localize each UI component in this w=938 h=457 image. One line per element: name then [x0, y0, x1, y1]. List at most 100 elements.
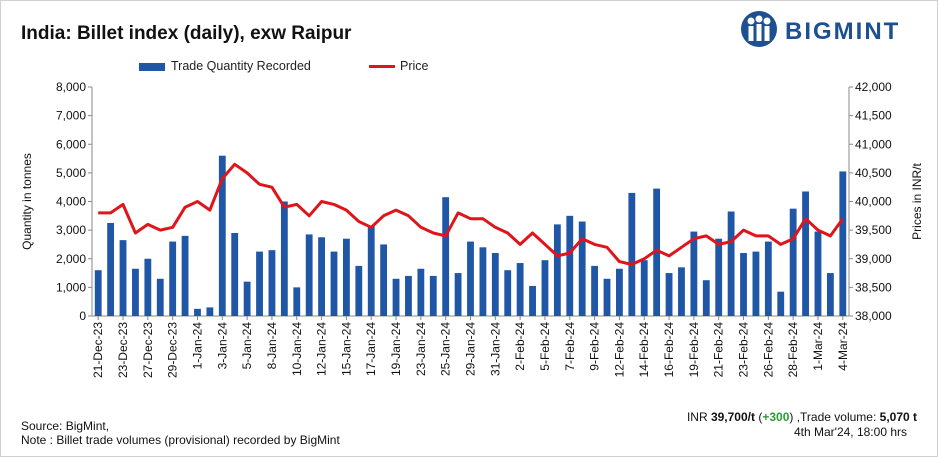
brand-logo: BIGMINT [739, 9, 929, 49]
bar [355, 265, 363, 316]
bar [653, 188, 661, 316]
bar [256, 251, 263, 316]
source-text: Source: BigMint, [21, 419, 110, 433]
bar [380, 244, 388, 316]
y-left-tick-label: 5,000 [56, 166, 86, 180]
bar [218, 155, 226, 316]
bar [467, 241, 474, 316]
bar [429, 275, 437, 316]
x-tick-label: 12-Feb-24 [612, 322, 626, 378]
bar [727, 211, 735, 316]
x-tick-label: 5-Feb-24 [538, 322, 552, 371]
price-line [98, 162, 845, 266]
bar [405, 275, 412, 316]
x-tick-label: 23-Jan-24 [414, 322, 428, 376]
x-tick-label: 10-Jan-24 [290, 322, 304, 376]
x-tick-label: 16-Feb-24 [662, 322, 676, 378]
legend-label-line: Price [400, 59, 429, 73]
bar [318, 237, 325, 316]
bar [752, 251, 760, 316]
bar [119, 240, 127, 316]
x-tick-label: 15-Jan-24 [339, 322, 353, 376]
x-tick-label: 29-Jan-24 [464, 322, 478, 376]
x-tick-label: 17-Jan-24 [364, 322, 378, 376]
bar [181, 235, 189, 316]
bar [578, 221, 586, 316]
bar [665, 273, 673, 316]
note-text: Note : Billet trade volumes (provisional… [21, 433, 340, 447]
bar [591, 265, 599, 316]
bar [553, 224, 561, 316]
brand-name: BIGMINT [785, 18, 901, 45]
bar [206, 307, 214, 316]
bar [367, 225, 375, 316]
bar [603, 278, 611, 316]
y-left-tick-label: 7,000 [56, 109, 86, 123]
x-tick-label: 29-Dec-23 [166, 322, 180, 378]
bar [764, 241, 772, 316]
x-tick-label: 19-Jan-24 [389, 322, 403, 376]
x-tick-label: 28-Feb-24 [786, 322, 800, 378]
x-tick-label: 31-Jan-24 [488, 322, 502, 376]
chart-title: India: Billet index (daily), exw Raipur [21, 23, 352, 44]
bar [94, 270, 102, 316]
y-left-tick-label: 6,000 [56, 137, 86, 151]
bar [169, 241, 177, 316]
y-right-tick-label: 40,500 [855, 166, 892, 180]
x-tick-label: 14-Feb-24 [637, 322, 651, 378]
bar [107, 222, 115, 316]
y-right-tick-label: 39,500 [855, 223, 892, 237]
y-right-tick-label: 41,000 [855, 137, 892, 151]
bar [479, 247, 487, 316]
y-right-tick-label: 42,000 [855, 80, 892, 94]
bar [789, 208, 797, 316]
bar [231, 232, 239, 316]
bar [156, 278, 164, 316]
bar [516, 263, 524, 316]
bar [715, 238, 723, 316]
bar [293, 287, 301, 316]
bar [802, 191, 809, 316]
bar [144, 258, 152, 316]
change-close: ) [789, 410, 794, 424]
legend-label-bars: Trade Quantity Recorded [171, 59, 311, 73]
x-tick-label: 1-Mar-24 [811, 322, 825, 371]
bar [690, 231, 698, 316]
bar [491, 253, 499, 316]
bar [566, 215, 574, 316]
bar [342, 238, 350, 316]
x-tick-label: 25-Jan-24 [439, 322, 453, 376]
price-summary: INR 39,700/t (+300) ,Trade volume: 5,070… [687, 410, 917, 424]
y-left-axis-title: Quantity in tonnes [20, 153, 34, 250]
bar [504, 270, 512, 316]
bar [740, 253, 747, 316]
x-tick-label: 5-Jan-24 [240, 322, 254, 370]
price-change: +300 [762, 410, 790, 424]
y-left-tick-label: 3,000 [56, 223, 86, 237]
legend-swatch-bars [139, 63, 165, 71]
bar [777, 291, 785, 316]
bar [417, 268, 425, 316]
bar [541, 260, 549, 316]
x-tick-label: 2-Feb-24 [513, 322, 527, 371]
y-left-tick-label: 2,000 [56, 252, 86, 266]
y-right-axis-title: Prices in INR/t [910, 162, 924, 239]
bar [442, 197, 450, 316]
x-tick-label: 4-Mar-24 [836, 322, 850, 371]
timestamp: 4th Mar'24, 18:00 hrs [793, 425, 907, 439]
bar [702, 280, 710, 316]
bar [628, 192, 636, 316]
x-tick-label: 19-Feb-24 [687, 322, 701, 378]
bar [640, 260, 648, 316]
volume-value: 5,070 t [879, 410, 917, 424]
x-tick-label: 27-Dec-23 [141, 322, 155, 378]
chart-plot: 0 1,000 2,000 3,000 4,000 5,000 6,000 7,000 8,00… [20, 80, 924, 378]
bar [194, 308, 201, 316]
volume-prefix: ,Trade volume: [793, 410, 880, 424]
bar [392, 278, 400, 316]
y-right-tick-label: 39,000 [855, 252, 892, 266]
bar [454, 273, 462, 316]
bar [529, 285, 536, 316]
bar [616, 268, 623, 316]
